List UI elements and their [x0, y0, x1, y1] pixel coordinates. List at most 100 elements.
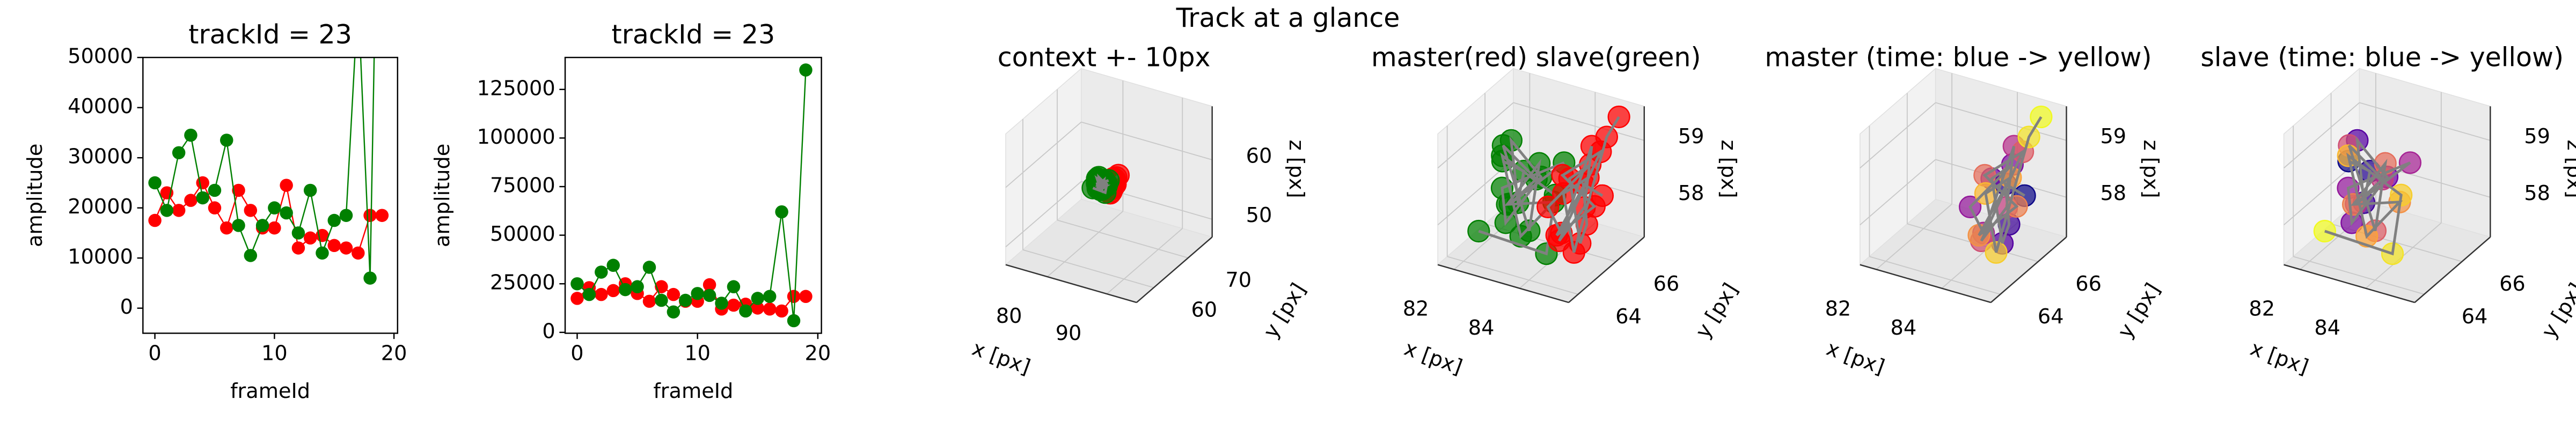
data-point — [339, 209, 353, 222]
y-tick-label: 25000 — [490, 271, 555, 295]
grid-line — [1046, 211, 1123, 277]
y-tick-label: 10000 — [68, 245, 133, 269]
data-point — [232, 219, 245, 232]
data-point — [148, 176, 162, 190]
track-line — [2324, 136, 2411, 256]
y-tick-label: 50000 — [490, 222, 555, 246]
z-tick-label: 58 — [2524, 181, 2550, 205]
y-tick-label: 125000 — [477, 76, 555, 100]
data-point — [606, 284, 620, 298]
data-point — [570, 292, 584, 305]
data-point — [775, 205, 788, 219]
x-axis-line — [2284, 264, 2415, 304]
grid-line — [2284, 102, 2360, 169]
data-point — [775, 304, 788, 318]
data-point — [291, 241, 305, 255]
y-tick-label: 40000 — [68, 94, 133, 119]
y-tick-label: 60 — [1191, 298, 1217, 322]
grid-line — [1935, 102, 2067, 141]
track-line — [1092, 173, 1111, 195]
y-tick-label: 64 — [2038, 305, 2064, 329]
plot-area — [570, 63, 813, 328]
grid-line — [1869, 256, 2001, 295]
data-point — [339, 241, 353, 255]
y-axis-label: y [px] — [2537, 279, 2576, 342]
y-tick-label: 100000 — [477, 125, 555, 149]
data-point — [327, 213, 341, 227]
y-tick-label: 0 — [542, 319, 555, 343]
data-point — [244, 204, 258, 217]
data-point — [352, 246, 365, 260]
y-tick-label: 50000 — [68, 45, 133, 69]
data-point — [763, 302, 777, 316]
grid-line — [1860, 159, 1936, 226]
data-point — [787, 290, 801, 303]
y-tick-label: 0 — [120, 295, 133, 319]
data-point — [268, 201, 281, 214]
z-tick-label: 50 — [1246, 203, 1272, 227]
z-axis-label: z [px] — [2563, 140, 2576, 198]
z-tick-label: 58 — [2100, 181, 2126, 205]
data-point — [618, 283, 632, 297]
x-axis-label: x [px] — [969, 336, 1033, 379]
data-point — [220, 134, 233, 147]
grid-line — [1876, 203, 1952, 270]
x-tick-label: 82 — [1403, 297, 1429, 321]
data-point — [642, 294, 656, 308]
x-tick-label: 82 — [2249, 297, 2275, 321]
data-point — [196, 176, 209, 190]
data-point — [184, 194, 197, 207]
y-tick-label: 75000 — [490, 173, 555, 197]
x-tick-label: 0 — [148, 342, 161, 366]
y-tick-label: 66 — [2499, 272, 2526, 296]
x-tick-label: 20 — [381, 342, 407, 366]
z-tick-label: 58 — [1678, 181, 1704, 205]
grid-line — [1513, 102, 1645, 141]
grid-line — [1860, 102, 1936, 169]
track-line — [1478, 136, 1565, 256]
data-point — [244, 249, 258, 262]
x-axis-label: x [px] — [2247, 336, 2311, 379]
data-point — [303, 231, 317, 245]
data-point — [739, 304, 752, 318]
y-tick-label: 66 — [1653, 272, 1680, 296]
data-point — [160, 204, 174, 217]
data-point — [799, 290, 813, 303]
data-point — [679, 293, 692, 307]
axes-frame — [564, 56, 822, 334]
data-point — [363, 271, 377, 285]
data-point — [751, 301, 765, 315]
data-point — [787, 314, 801, 328]
data-point — [316, 246, 329, 260]
data-point — [1607, 105, 1630, 129]
data-point — [667, 287, 680, 301]
data-point — [255, 219, 269, 232]
x-axis-label: frameId — [230, 379, 310, 403]
y-axis-label: y [px] — [2113, 279, 2165, 342]
z-tick-label: 59 — [1678, 124, 1704, 149]
chart-title: master(red) slave(green) — [1371, 42, 1701, 73]
data-point — [220, 221, 233, 235]
z-axis-label: z [px] — [2139, 140, 2163, 198]
y-axis-line — [1568, 236, 1645, 303]
figure-title: Track at a glance — [1176, 3, 1400, 33]
data-point — [595, 287, 608, 301]
z-tick-label: 60 — [1246, 144, 1272, 168]
chart-title: master (time: blue -> yellow) — [1765, 42, 2151, 73]
data-point — [631, 280, 644, 293]
y-axis-line — [1990, 236, 2067, 303]
data-point — [208, 201, 222, 214]
data-point — [352, 0, 364, 4]
data-point — [196, 191, 209, 205]
z-tick-label: 59 — [2524, 124, 2550, 149]
x-axis-line — [1005, 264, 1137, 304]
x-axis-line — [1860, 264, 1992, 304]
x-tick-label: 80 — [996, 304, 1022, 328]
grid-line — [1005, 121, 1082, 188]
x-tick-label: 90 — [1056, 321, 1082, 345]
grid-line — [1057, 219, 1189, 258]
data-point — [799, 63, 813, 77]
series-line — [576, 70, 807, 321]
